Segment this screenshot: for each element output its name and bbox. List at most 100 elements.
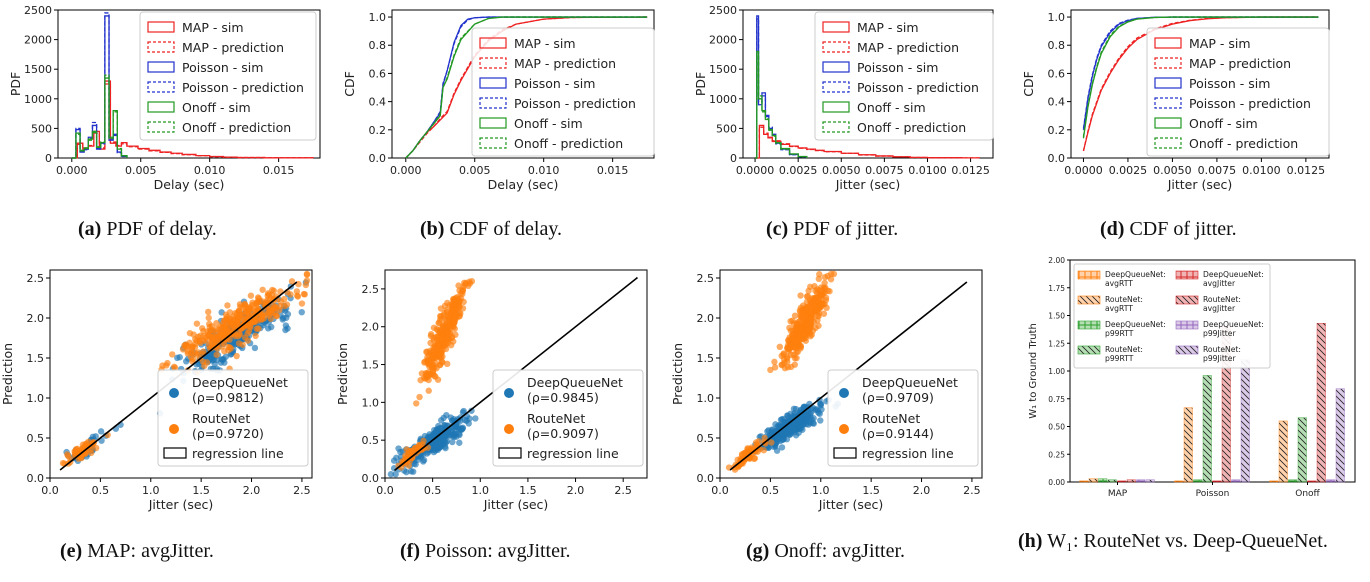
scatter-point (815, 409, 822, 416)
scatter-point (205, 341, 213, 349)
scatter-point (421, 374, 428, 382)
caption-tag: (b) (420, 218, 445, 240)
legend-swatch (1077, 345, 1101, 355)
scatter-point (778, 444, 786, 451)
x-tick-label: 0.0 (376, 484, 394, 497)
x-tick-label: 2.0 (243, 484, 261, 497)
x-tick-label: 0.0050 (822, 164, 861, 177)
legend-box (471, 27, 655, 157)
series-line (405, 16, 648, 159)
legend-swatch (479, 117, 507, 129)
scatter-point (459, 290, 466, 298)
legend-label: (ρ=0.9709) (862, 390, 934, 405)
scatter-point (247, 292, 255, 299)
caption-text: CDF of jitter. (1129, 218, 1237, 240)
scatter-point (226, 309, 234, 316)
y-tick-label: 0.0 (27, 472, 45, 485)
legend-label: Poisson - prediction (1189, 96, 1311, 111)
y-tick-label: 1500 (24, 63, 52, 76)
caption-g: (g) Onoff: avgJitter. (746, 540, 905, 563)
caption-c: (c) PDF of jitter. (766, 218, 898, 241)
y-tick-label: 1.0 (369, 11, 387, 24)
scatter-point (433, 325, 440, 333)
scatter-point (435, 438, 443, 445)
x-tick-label: 1.5 (192, 484, 210, 497)
y-tick-label: 2000 (24, 34, 52, 47)
x-tick-label: 0.0000 (1064, 164, 1103, 177)
scatter-point (811, 283, 818, 290)
scatter-point (416, 393, 423, 401)
bar (1079, 480, 1089, 483)
scatter-point (270, 287, 278, 294)
legend-label: regression line (527, 446, 619, 461)
scatter-point (794, 342, 801, 349)
y-tick-label: 1.5 (27, 352, 45, 365)
scatter-point (791, 425, 798, 433)
legend-box (139, 11, 317, 141)
legend-swatch (479, 137, 507, 149)
scatter-point (793, 324, 800, 331)
scatter-point (186, 339, 193, 347)
scatter-point (773, 447, 781, 454)
y-axis-label: W₁ to Ground Truth (1028, 323, 1039, 419)
caption-h: (h) W₁: RouteNet vs. Deep-QueueNet. (1018, 528, 1348, 554)
scatter-point (796, 412, 804, 420)
legend-marker (169, 388, 179, 398)
y-tick-label: 0.2 (369, 124, 387, 137)
scatter-point (774, 436, 782, 443)
y-axis-label: PDF (693, 72, 708, 96)
scatter-point (392, 471, 399, 478)
series-line (755, 18, 808, 159)
scatter-point (816, 271, 823, 278)
legend-marker (839, 424, 849, 434)
y-tick-label: 2.5 (27, 272, 45, 285)
legend-label: Onoff - prediction (1189, 136, 1298, 151)
scatter-point (186, 329, 194, 337)
legend-label: Onoff - sim (514, 116, 583, 131)
scatter-point (205, 308, 212, 316)
scatter-point (820, 310, 828, 317)
legend-swatch (147, 41, 175, 53)
x-axis-label: Delay (sec) (488, 177, 559, 192)
scatter-point (301, 291, 308, 298)
scatter-point (215, 332, 223, 339)
caption-f: (f) Poisson: avgJitter. (400, 540, 571, 563)
scatter-point (252, 332, 259, 340)
scatter-point (797, 304, 805, 312)
scatter-point (425, 387, 432, 394)
x-tick-label: 0.0075 (865, 164, 904, 177)
legend-label: RouteNet (192, 411, 250, 426)
bar (1126, 479, 1136, 483)
legend-swatch (147, 61, 175, 73)
scatter-point (265, 325, 272, 332)
scatter-point (791, 312, 799, 319)
scatter-point (272, 312, 280, 320)
legend-marker (504, 388, 514, 398)
scatter-point (787, 363, 795, 371)
legend-label: Poisson - sim (1189, 76, 1270, 91)
x-tick-label: 0.000 (390, 164, 422, 177)
plot-frame (49, 269, 313, 479)
legend-label: avgJitter (1203, 279, 1236, 288)
legend-label: RouteNet: (1105, 295, 1143, 304)
y-tick-label: 0.50 (1048, 423, 1065, 432)
scatter-point (826, 288, 833, 295)
scatter-point (450, 319, 458, 327)
scatter-point (187, 354, 195, 361)
legend-label: Onoff - prediction (182, 120, 291, 135)
y-tick-label: 0.0 (1048, 152, 1066, 165)
legend-label: Poisson - prediction (857, 80, 979, 95)
legend-label: (ρ=0.9720) (192, 426, 264, 441)
legend-label: p99Jitter (1203, 354, 1236, 363)
scatter-point (196, 337, 203, 345)
scatter-point (220, 323, 228, 330)
legend-swatch (822, 41, 850, 53)
x-axis-label: Jitter (sec) (483, 497, 549, 512)
scatter-point (387, 471, 395, 478)
x-tick-label: 2.0 (567, 484, 585, 497)
legend-label: MAP - prediction (514, 56, 616, 71)
scatter-point (264, 309, 272, 317)
y-tick-label: 0.8 (369, 39, 387, 52)
scatter-point (283, 301, 291, 308)
